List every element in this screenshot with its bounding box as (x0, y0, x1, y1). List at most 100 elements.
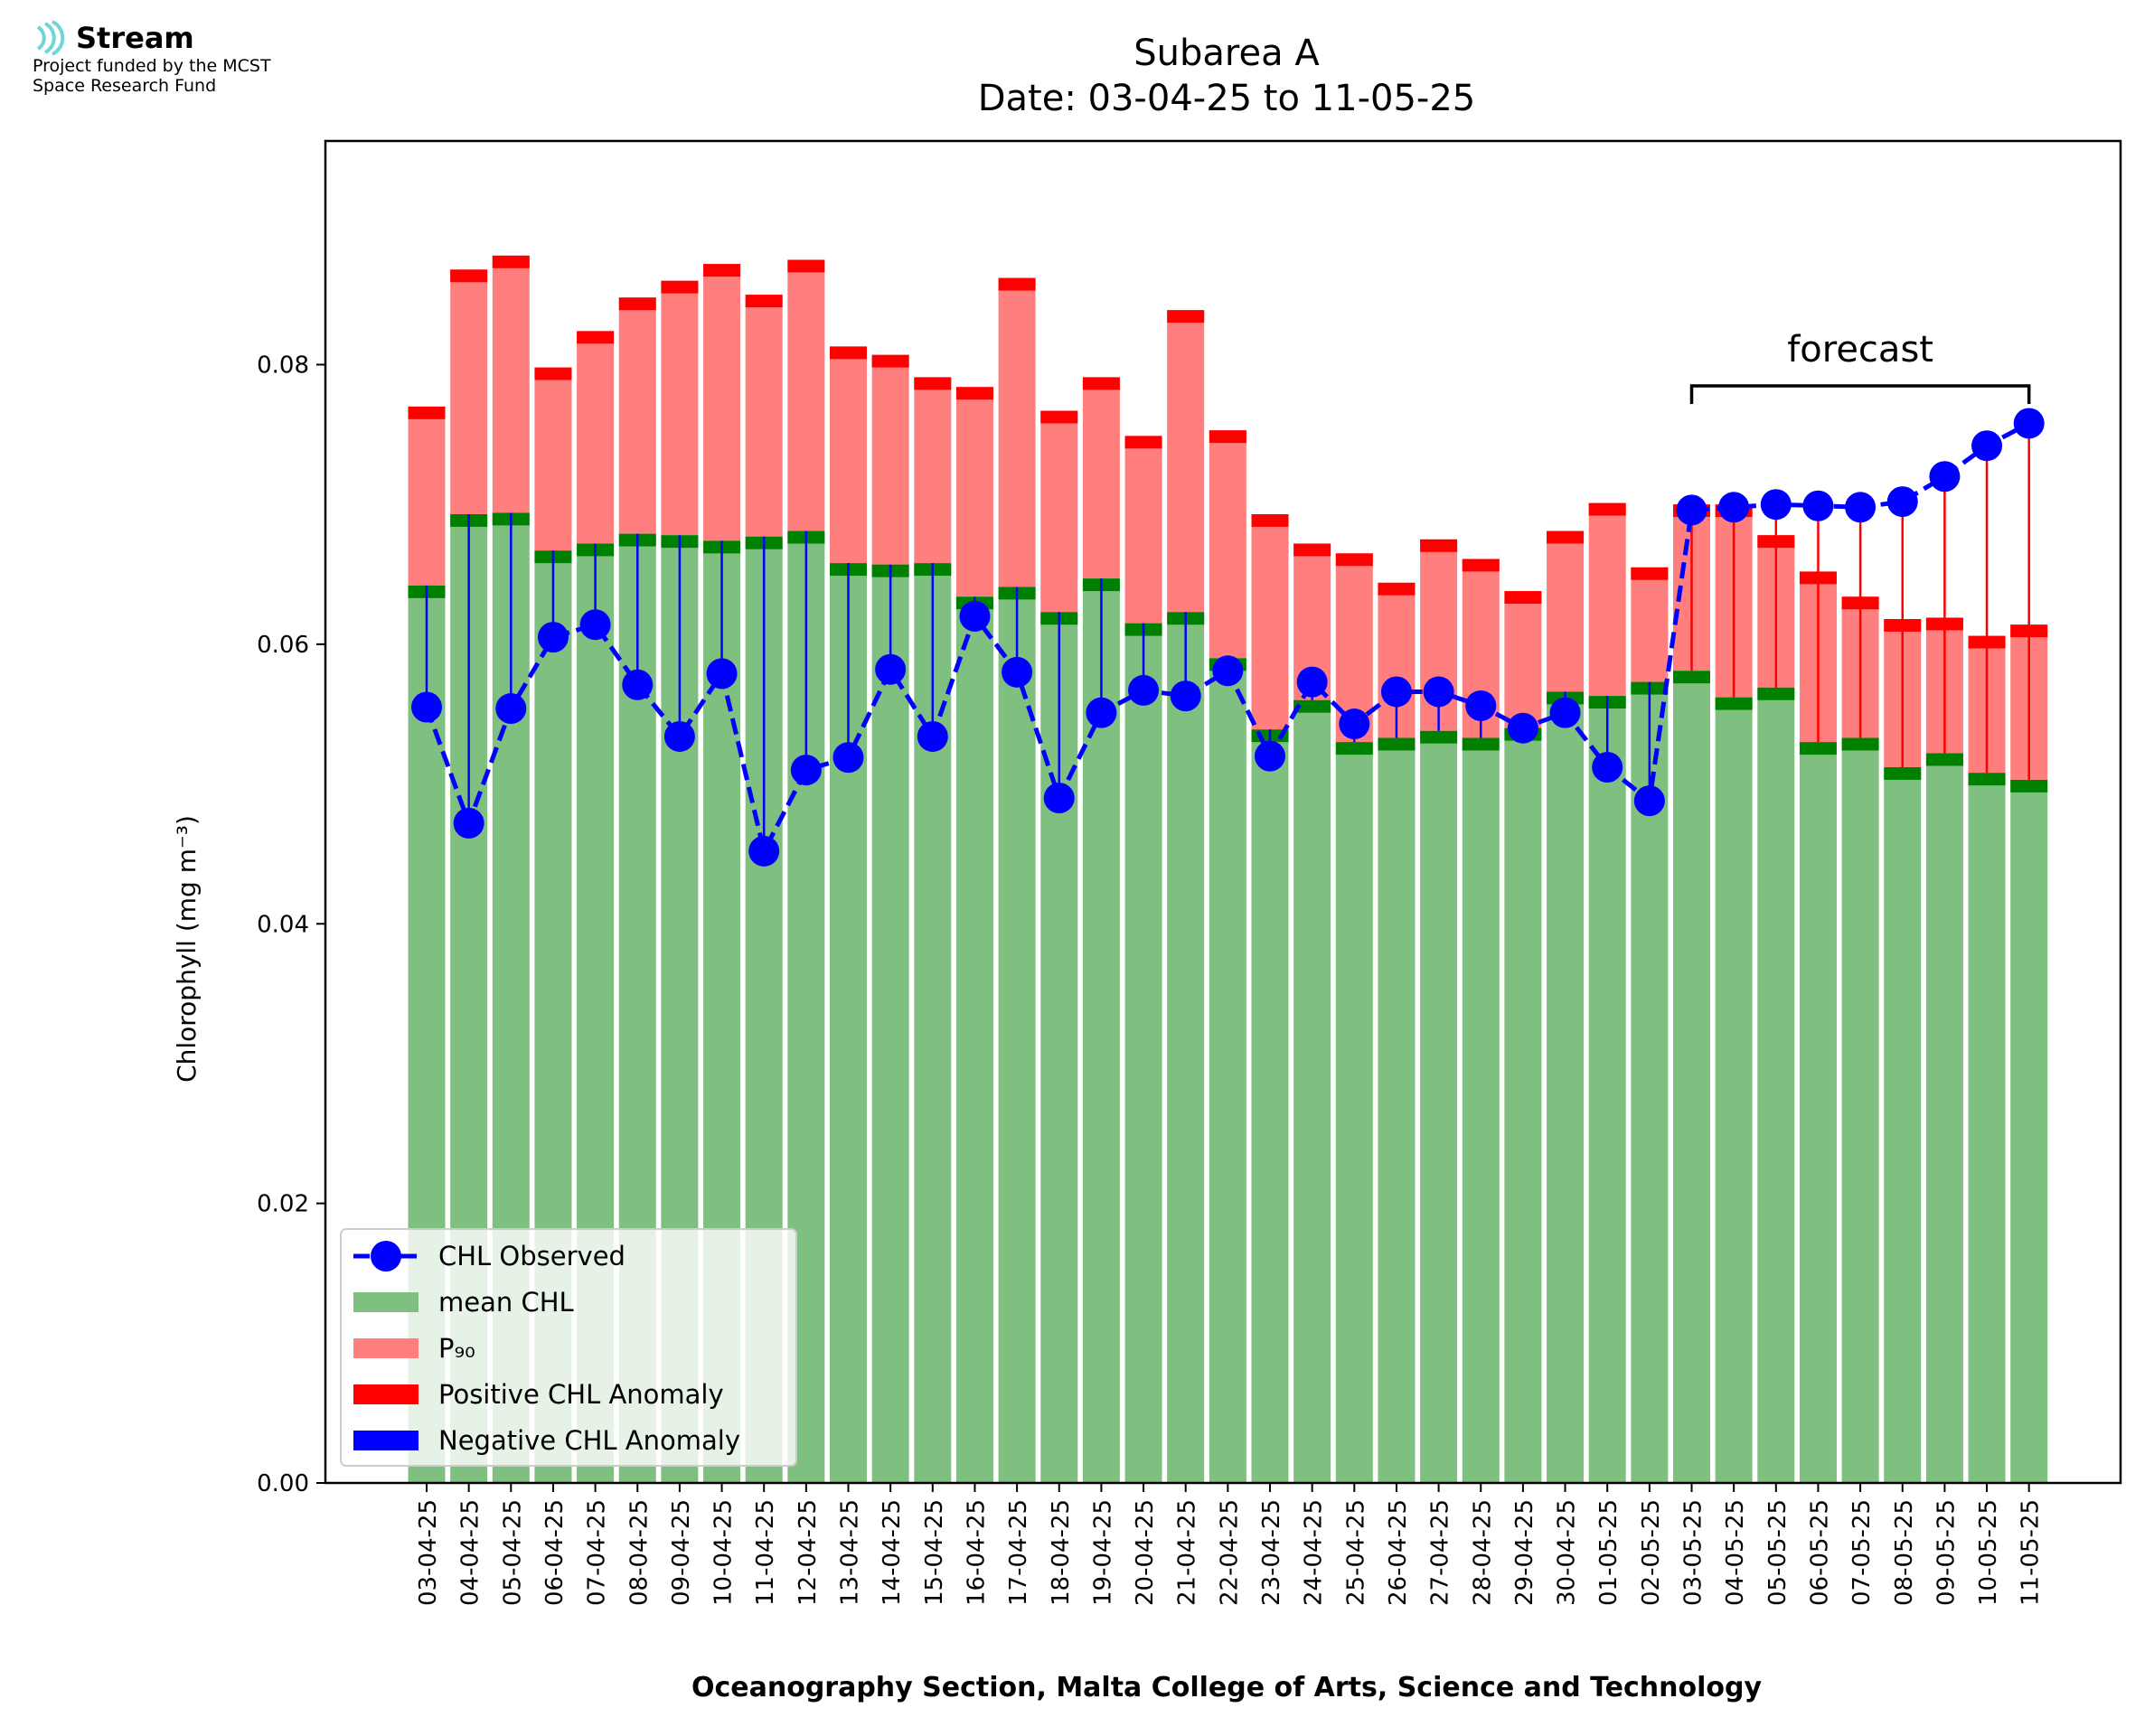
mean-bar (1757, 687, 1795, 1483)
y-axis-label: Chlorophyll (mg m⁻³) (172, 815, 202, 1083)
observed-point (1633, 785, 1665, 817)
p90-cap (1124, 436, 1162, 449)
p90-bar (703, 264, 741, 541)
p90-cap (830, 346, 867, 360)
y-tick-label: 0.04 (257, 911, 309, 938)
observed-point (1128, 674, 1160, 706)
observed-point (1676, 494, 1707, 526)
mean-bar (1209, 658, 1246, 1483)
p90-bar (998, 277, 1036, 587)
observed-point (1507, 712, 1538, 744)
x-tick-label: 04-04-25 (457, 1499, 484, 1606)
observed-point (1380, 676, 1412, 708)
y-tick-label: 0.02 (257, 1191, 309, 1218)
legend-key-p90 (353, 1338, 419, 1358)
x-tick-label: 03-05-25 (1680, 1499, 1707, 1606)
mean-bar (1925, 753, 1963, 1483)
p90-bar (1040, 410, 1078, 613)
mean-bar (1335, 742, 1373, 1483)
x-tick-label: 27-04-25 (1427, 1499, 1454, 1606)
observed-point (663, 720, 695, 752)
x-tick-label: 09-04-25 (668, 1499, 695, 1606)
x-tick-label: 28-04-25 (1469, 1499, 1496, 1606)
legend-label: CHL Observed (438, 1241, 626, 1272)
observed-line-group (411, 408, 2045, 867)
mean-bar (1504, 727, 1542, 1483)
observed-point (1845, 492, 1877, 523)
mean-cap (1715, 697, 1753, 710)
p90-cap (492, 255, 530, 268)
mean-bar (1673, 671, 1710, 1483)
plot-frame (324, 139, 2122, 1485)
y-tick-label: 0.06 (257, 632, 309, 659)
observed-point (1929, 461, 1961, 493)
observed-point (1002, 656, 1033, 688)
forecast-label: forecast (1787, 329, 1933, 371)
mean-cap (1968, 773, 2006, 786)
x-tick-label: 07-04-25 (584, 1499, 611, 1606)
p90-cap (1251, 514, 1289, 527)
observed-point (1339, 708, 1370, 740)
p90-bar (1588, 502, 1626, 697)
p90-cap (1082, 377, 1120, 390)
x-tick-label: 15-04-25 (921, 1499, 948, 1606)
x-tick-label: 02-05-25 (1638, 1499, 1665, 1606)
chart-title: Subarea A (1133, 33, 1320, 74)
p90-bar (408, 406, 446, 586)
p90-bar (1504, 591, 1542, 728)
x-tick-label: 19-04-25 (1089, 1499, 1116, 1606)
x-axis-label: Oceanography Section, Malta College of A… (691, 1672, 1763, 1703)
observed-point (1971, 430, 2003, 462)
x-tick-label: 16-04-25 (963, 1499, 990, 1606)
observed-point (453, 807, 484, 839)
x-tick-label: 22-04-25 (1216, 1499, 1243, 1606)
p90-cap (618, 297, 656, 311)
mean-cap (1293, 699, 1331, 713)
observed-point (1170, 680, 1201, 712)
mean-cap (1673, 671, 1710, 684)
observed-point (495, 693, 527, 725)
observed-point (2013, 408, 2045, 439)
logo: Stream Project funded by the MCST Space … (33, 20, 271, 96)
p90-cap (1420, 539, 1458, 552)
mean-bar (1715, 697, 1753, 1483)
observed-point (1549, 697, 1581, 728)
bar-group (408, 255, 2048, 1483)
p90-cap (1588, 502, 1626, 516)
x-tick-label: 11-05-25 (2018, 1499, 2045, 1606)
legend-key-negative (353, 1431, 419, 1450)
mean-bar (1968, 773, 2006, 1483)
x-tick-label: 25-04-25 (1342, 1499, 1369, 1606)
x-tick-label: 09-05-25 (1933, 1499, 1960, 1606)
x-tick-label: 29-04-25 (1511, 1499, 1538, 1606)
forecast-bracket-line (1689, 384, 2031, 404)
p90-cap (1462, 558, 1500, 572)
p90-cap (661, 280, 699, 294)
forecast-bracket: forecast (1689, 329, 2031, 404)
p90-bar (534, 367, 572, 551)
observed-point (537, 622, 569, 653)
x-tick-label: 05-05-25 (1764, 1499, 1792, 1606)
p90-bar (1167, 310, 1205, 613)
legend-box (340, 1228, 797, 1467)
observed-point (622, 669, 654, 700)
observed-point (917, 720, 948, 752)
p90-cap (1547, 530, 1585, 544)
x-tick-label: 20-04-25 (1132, 1499, 1159, 1606)
x-tick-label: 17-04-25 (1005, 1499, 1032, 1606)
p90-bar (492, 255, 530, 513)
legend-label: Positive CHL Anomaly (438, 1379, 724, 1410)
p90-cap (914, 377, 952, 390)
observed-point (1255, 740, 1285, 772)
p90-cap (1504, 591, 1542, 605)
observed-point (706, 658, 738, 690)
legend-label: P₉₀ (438, 1333, 475, 1364)
mean-bar (1167, 612, 1205, 1483)
observed-point (1802, 490, 1834, 521)
mean-bar (1547, 691, 1585, 1483)
stream-wave-icon (36, 20, 65, 56)
p90-bar (1209, 430, 1246, 659)
p90-bar (745, 295, 783, 537)
p90-bar (914, 377, 952, 564)
